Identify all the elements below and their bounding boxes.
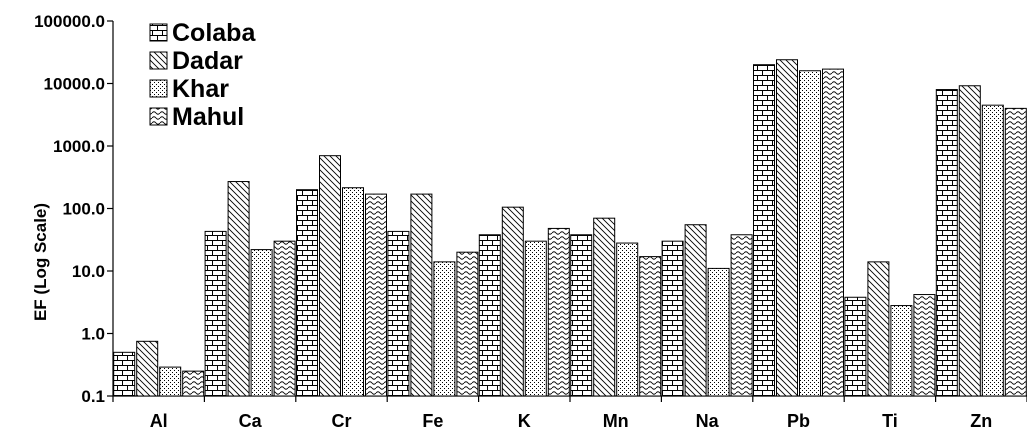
x-tick-label: Ti (882, 411, 898, 431)
legend-item-dadar: Dadar (149, 47, 243, 75)
bar-dadar-cr (319, 155, 341, 397)
bar-khar-k (524, 240, 547, 397)
y-tick-label: 0.1 (81, 387, 105, 406)
bar-mahul-zn (1004, 107, 1027, 397)
bar-dadar-pb (776, 59, 798, 397)
x-tick-label: K (518, 411, 531, 431)
bar-colaba-mn (570, 234, 593, 397)
legend-item-colaba: Colaba (149, 19, 256, 47)
bar-dadar-mn (593, 217, 616, 397)
x-tick-label: Al (150, 411, 168, 431)
x-tick-label: Mn (603, 411, 629, 431)
legend-swatch (149, 79, 168, 98)
x-tick-label: Cr (331, 411, 351, 431)
y-axis: 0.1 1.0 10.0 100.0 1000.0 10000.0 100000.0 (34, 12, 114, 406)
bar-mahul-al (182, 370, 205, 397)
legend-swatch (149, 51, 168, 70)
bar-khar-ca (250, 249, 273, 397)
bar-colaba-na (661, 240, 684, 397)
y-tick-label: 1000.0 (53, 137, 105, 156)
x-tick-label: Na (696, 411, 720, 431)
y-tick-label: 10.0 (72, 262, 105, 281)
x-tick-label: Pb (787, 411, 810, 431)
y-tick-label: 10000.0 (44, 75, 105, 94)
y-axis-title: EF (Log Scale) (31, 203, 50, 321)
y-tick-label: 1.0 (81, 325, 105, 344)
bar-colaba-ti (844, 296, 867, 397)
legend-swatch (149, 107, 168, 126)
x-axis: Al Ca Cr Fe K Mn Na Pb Ti Zn (112, 395, 1027, 431)
bar-colaba-ca (204, 230, 227, 397)
legend-swatch (149, 23, 168, 42)
bar-mahul-ti (913, 294, 936, 397)
bar-mahul-k (547, 227, 570, 397)
bar-khar-fe (433, 261, 456, 397)
bar-dadar-ca (227, 181, 250, 397)
bar-colaba-k (478, 234, 501, 397)
bar-khar-mn (616, 242, 639, 397)
bar-dadar-al (136, 340, 159, 397)
bar-khar-al (159, 366, 182, 397)
bar-khar-ti (890, 305, 913, 397)
bar-colaba-zn (935, 89, 958, 397)
bar-khar-na (707, 267, 730, 397)
bar-dadar-ti (867, 261, 890, 397)
bar-khar-zn (981, 104, 1004, 397)
bar-mahul-fe (456, 251, 479, 397)
x-tick-label: Fe (422, 411, 443, 431)
bar-mahul-cr (365, 193, 387, 397)
y-tick-label: 100.0 (62, 200, 105, 219)
bar-colaba-al (113, 351, 136, 397)
bar-khar-cr (342, 187, 364, 397)
bar-dadar-na (684, 224, 707, 397)
bar-colaba-pb (753, 64, 775, 397)
bar-mahul-na (730, 234, 753, 397)
y-tick-label: 100000.0 (34, 12, 105, 31)
bar-dadar-k (501, 206, 524, 397)
bar-dadar-zn (958, 85, 981, 397)
bar-mahul-pb (822, 68, 844, 397)
legend-label: Colaba (172, 19, 256, 47)
bar-colaba-fe (387, 230, 410, 397)
bars (113, 59, 1027, 397)
legend-item-khar: Khar (149, 75, 229, 103)
bar-mahul-ca (273, 240, 296, 397)
bar-dadar-fe (410, 193, 433, 397)
legend-label: Mahul (172, 103, 244, 131)
legend-item-mahul: Mahul (149, 103, 244, 131)
x-tick-label: Zn (970, 411, 992, 431)
legend-label: Dadar (172, 47, 243, 75)
legend-label: Khar (172, 75, 229, 103)
plot-area: 0.1 1.0 10.0 100.0 1000.0 10000.0 100000.0 Al C… (34, 12, 1027, 431)
x-tick-label: Ca (239, 411, 263, 431)
bar-mahul-mn (639, 256, 662, 397)
bar-khar-pb (799, 70, 821, 397)
bar-colaba-cr (296, 189, 318, 397)
